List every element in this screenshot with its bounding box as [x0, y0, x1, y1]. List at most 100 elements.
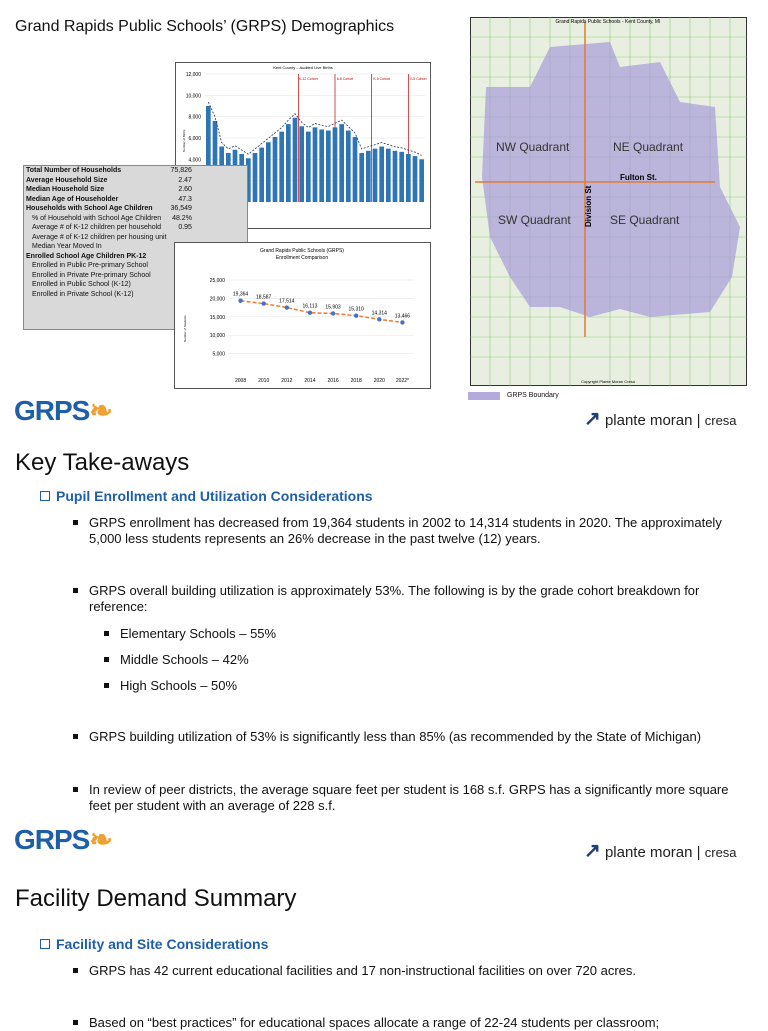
bullet: GRPS overall building utilization is app…: [73, 583, 729, 615]
chart-subtitle: Enrollment Comparison: [276, 255, 328, 261]
table-cell: 47.3: [178, 195, 192, 203]
table-cell: 0.95: [178, 224, 192, 231]
bar: [212, 120, 218, 202]
bullet: GRPS has 42 current educational faciliti…: [73, 963, 729, 979]
bar: [359, 152, 364, 202]
table-row: Enrolled in Private Pre-primary School: [24, 271, 194, 281]
map-street: Fulton St.: [620, 173, 657, 182]
y-tick-label: 10,000: [186, 93, 202, 99]
y-tick-label: 15,000: [210, 315, 226, 321]
legend-label: GRPS Boundary: [507, 392, 559, 399]
y-tick-label: 6,000: [188, 136, 201, 142]
bullet: GRPS enrollment has decreased from 19,36…: [73, 515, 729, 547]
annotation: 6-8 Cohort: [337, 77, 354, 81]
grps-logo: GRPS❧: [14, 395, 113, 426]
axis-label: Number of Students: [183, 315, 187, 342]
bar: [339, 124, 344, 202]
annotation: K-12 Cohort: [299, 77, 318, 81]
bar: [379, 146, 384, 202]
bar: [372, 148, 378, 202]
bar: [299, 126, 304, 202]
table-row: Median Year Moved In: [24, 242, 194, 252]
x-tick-label: 2020: [374, 378, 385, 384]
plante-logo: ↗ plante moran | cresa: [584, 408, 737, 430]
bar: [292, 117, 298, 202]
bullet: In review of peer districts, the average…: [73, 782, 729, 813]
bar: [286, 124, 291, 202]
table-cell: Average # of K-12 children per household: [32, 224, 162, 231]
table-row: % of Household with School Age Children 4…: [24, 214, 194, 224]
value-label: 18,587: [256, 295, 272, 301]
table-cell: Average Household Size: [26, 176, 108, 184]
annotation: K-5 Cohort: [373, 77, 390, 81]
grps-logo: GRPS❧: [14, 824, 113, 855]
line: [240, 299, 403, 324]
bar: [406, 154, 411, 202]
bar: [252, 152, 258, 202]
marker: [238, 298, 243, 303]
table-row: Enrolled in Public School (K-12): [24, 280, 194, 290]
x-tick-label: 2010: [258, 378, 269, 384]
x-tick-label: 2016: [328, 378, 339, 384]
table-cell: Enrolled in Public School (K-12): [32, 281, 131, 288]
chart-title: Kent County – Audited Live Births: [273, 65, 333, 70]
table-row: Enrolled in Private School (K-12): [24, 290, 194, 300]
y-tick-label: 12,000: [186, 72, 202, 78]
table-cell: Enrolled in Private School (K-12): [32, 290, 134, 298]
x-tick-label: 2008: [235, 378, 246, 384]
marker: [400, 320, 405, 325]
section-title: Facility and Site Considerations: [40, 936, 268, 952]
logo-text: cresa: [704, 845, 737, 860]
table-row: Enrolled School Age Children PK-12: [24, 252, 194, 262]
map-label: SW Quadrant: [498, 213, 571, 227]
y-tick-label: 8,000: [188, 115, 201, 121]
y-tick-label: 25,000: [210, 278, 226, 284]
map-street: Division St: [584, 185, 593, 227]
axis-label: Number of Births: [182, 129, 186, 152]
marker: [284, 305, 290, 310]
bar: [206, 106, 211, 202]
slide-title: Grand Rapids Public Schools’ (GRPS) Demo…: [15, 18, 395, 35]
bar: [332, 127, 338, 202]
table-cell: Total Number of Households: [26, 167, 122, 174]
marker: [261, 301, 266, 306]
chart-title: Grand Rapids Public Schools (GRPS): [260, 248, 344, 254]
table-row: Median Household Size 2.60: [24, 185, 194, 195]
section-title: Pupil Enrollment and Utilization Conside…: [40, 488, 373, 504]
table-cell: Enrolled School Age Children PK-12: [26, 252, 147, 260]
table-cell: 2.47: [178, 176, 192, 184]
map-title: Grand Rapids Public Schools - Kent Count…: [556, 19, 661, 25]
annotation: 0-5 Cohort: [410, 77, 427, 81]
table-row: Total Number of Households 75,826: [24, 166, 194, 176]
value-label: 17,514: [279, 299, 295, 305]
value-label: 13,466: [395, 313, 411, 319]
bar: [412, 156, 418, 202]
table-cell: Average # of K-12 children per housing u…: [32, 233, 167, 241]
marker: [377, 317, 382, 322]
value-label: 15,310: [349, 307, 365, 313]
bar: [386, 148, 391, 202]
logo-text: GRPS: [14, 395, 90, 426]
sub-bullet: Elementary Schools – 55%: [104, 626, 420, 642]
value-label: 16,113: [302, 304, 317, 310]
table-cell: Households with School Age Children: [26, 205, 153, 212]
x-tick-label: 2018: [351, 378, 362, 384]
table-row: Average # of K-12 children per housing u…: [24, 233, 194, 243]
sub-bullet: High Schools – 50%: [104, 678, 420, 694]
value-label: 15,903: [325, 304, 341, 310]
bar: [392, 150, 398, 202]
bullet: GRPS building utilization of 53% is sign…: [73, 729, 749, 745]
table-cell: 36,549: [170, 205, 192, 212]
map-label: NW Quadrant: [496, 140, 570, 154]
marker: [353, 313, 359, 318]
heading: Key Take-aways: [15, 449, 190, 476]
table-cell: Median Year Moved In: [32, 243, 102, 250]
table-cell: % of Household with School Age Children: [32, 214, 162, 222]
table-cell: 2.60: [178, 186, 192, 193]
bar: [266, 142, 271, 202]
bar: [279, 131, 284, 202]
bar: [326, 130, 331, 202]
plante-logo: ↗ plante moran | cresa: [584, 840, 737, 862]
table-row: Households with School Age Children 36,54…: [24, 204, 194, 214]
